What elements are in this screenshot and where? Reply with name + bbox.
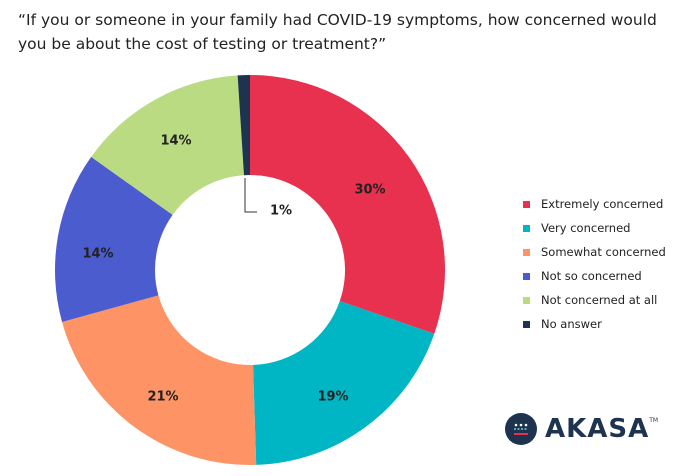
logo-wordmark: AKASA — [545, 414, 650, 444]
legend-item: Somewhat concerned — [523, 240, 666, 264]
legend-swatch — [523, 248, 530, 256]
legend-label: Very concerned — [541, 221, 631, 235]
legend: Extremely concerned Very concerned Somewha… — [523, 192, 666, 336]
slice-very-concerned — [253, 301, 435, 465]
data-label: 14% — [82, 247, 113, 262]
slice-not-so-concerned — [55, 156, 173, 322]
data-label: 19% — [317, 390, 348, 405]
slice-no-answer — [237, 75, 250, 176]
legend-label: No answer — [541, 317, 602, 331]
legend-swatch — [523, 296, 530, 304]
chart-title: “If you or someone in your family had CO… — [18, 11, 657, 53]
legend-swatch — [523, 224, 530, 232]
slice-somewhat-concerned — [62, 295, 257, 465]
legend-item: Not so concerned — [523, 264, 666, 288]
slice-extremely-concerned — [250, 75, 445, 334]
akasa-logo: AKASA TM — [505, 413, 658, 445]
slice-not-concerned-at-all — [91, 75, 244, 215]
legend-swatch — [523, 200, 530, 208]
legend-swatch — [523, 272, 530, 280]
data-label: 14% — [160, 134, 191, 149]
legend-item: Not concerned at all — [523, 288, 666, 312]
data-label: 21% — [147, 390, 178, 405]
logo-mark-icon — [505, 413, 537, 445]
data-label: 1% — [270, 204, 292, 219]
legend-label: Not so concerned — [541, 269, 642, 283]
data-label: 30% — [354, 183, 385, 198]
legend-label: Somewhat concerned — [541, 245, 666, 259]
legend-label: Extremely concerned — [541, 197, 664, 211]
legend-swatch — [523, 320, 530, 328]
legend-item: Extremely concerned — [523, 192, 666, 216]
logo-trademark: TM — [649, 417, 659, 424]
leader-line — [244, 178, 257, 213]
legend-item: Very concerned — [523, 216, 666, 240]
legend-label: Not concerned at all — [541, 293, 658, 307]
legend-item: No answer — [523, 312, 666, 336]
